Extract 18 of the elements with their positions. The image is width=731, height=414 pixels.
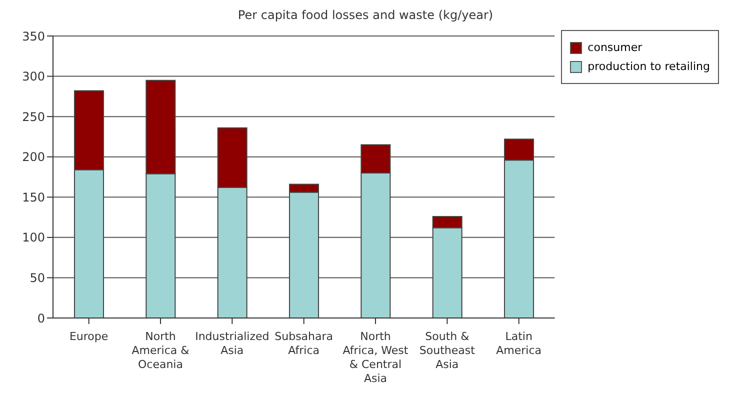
x-tick-label: North Africa, West & Central Asia xyxy=(342,330,409,385)
y-tick-label: 350 xyxy=(22,29,45,44)
chart-title: Per capita food losses and waste (kg/year) xyxy=(236,8,494,22)
y-tick-label: 200 xyxy=(22,150,45,164)
x-tick-label: North America & Oceania xyxy=(132,330,190,371)
legend-label: consumer xyxy=(588,41,642,54)
y-tick-label: 0 xyxy=(37,311,45,326)
y-tick-label: 50 xyxy=(30,270,45,285)
x-tick-label: Latin America xyxy=(496,330,542,357)
x-tick-label: Europe xyxy=(69,330,108,343)
y-tick-label: 300 xyxy=(22,70,45,84)
y-tick-label: 150 xyxy=(22,190,45,204)
x-tick-label: South & Southeast Asia xyxy=(419,330,476,371)
y-tick-label: 100 xyxy=(22,230,45,245)
y-tick-label: 250 xyxy=(22,110,45,124)
x-tick-label: Subsahara Africa xyxy=(274,330,334,357)
x-tick-label: Industrialized Asia xyxy=(195,330,270,357)
legend-label: production to retailing xyxy=(588,60,710,73)
